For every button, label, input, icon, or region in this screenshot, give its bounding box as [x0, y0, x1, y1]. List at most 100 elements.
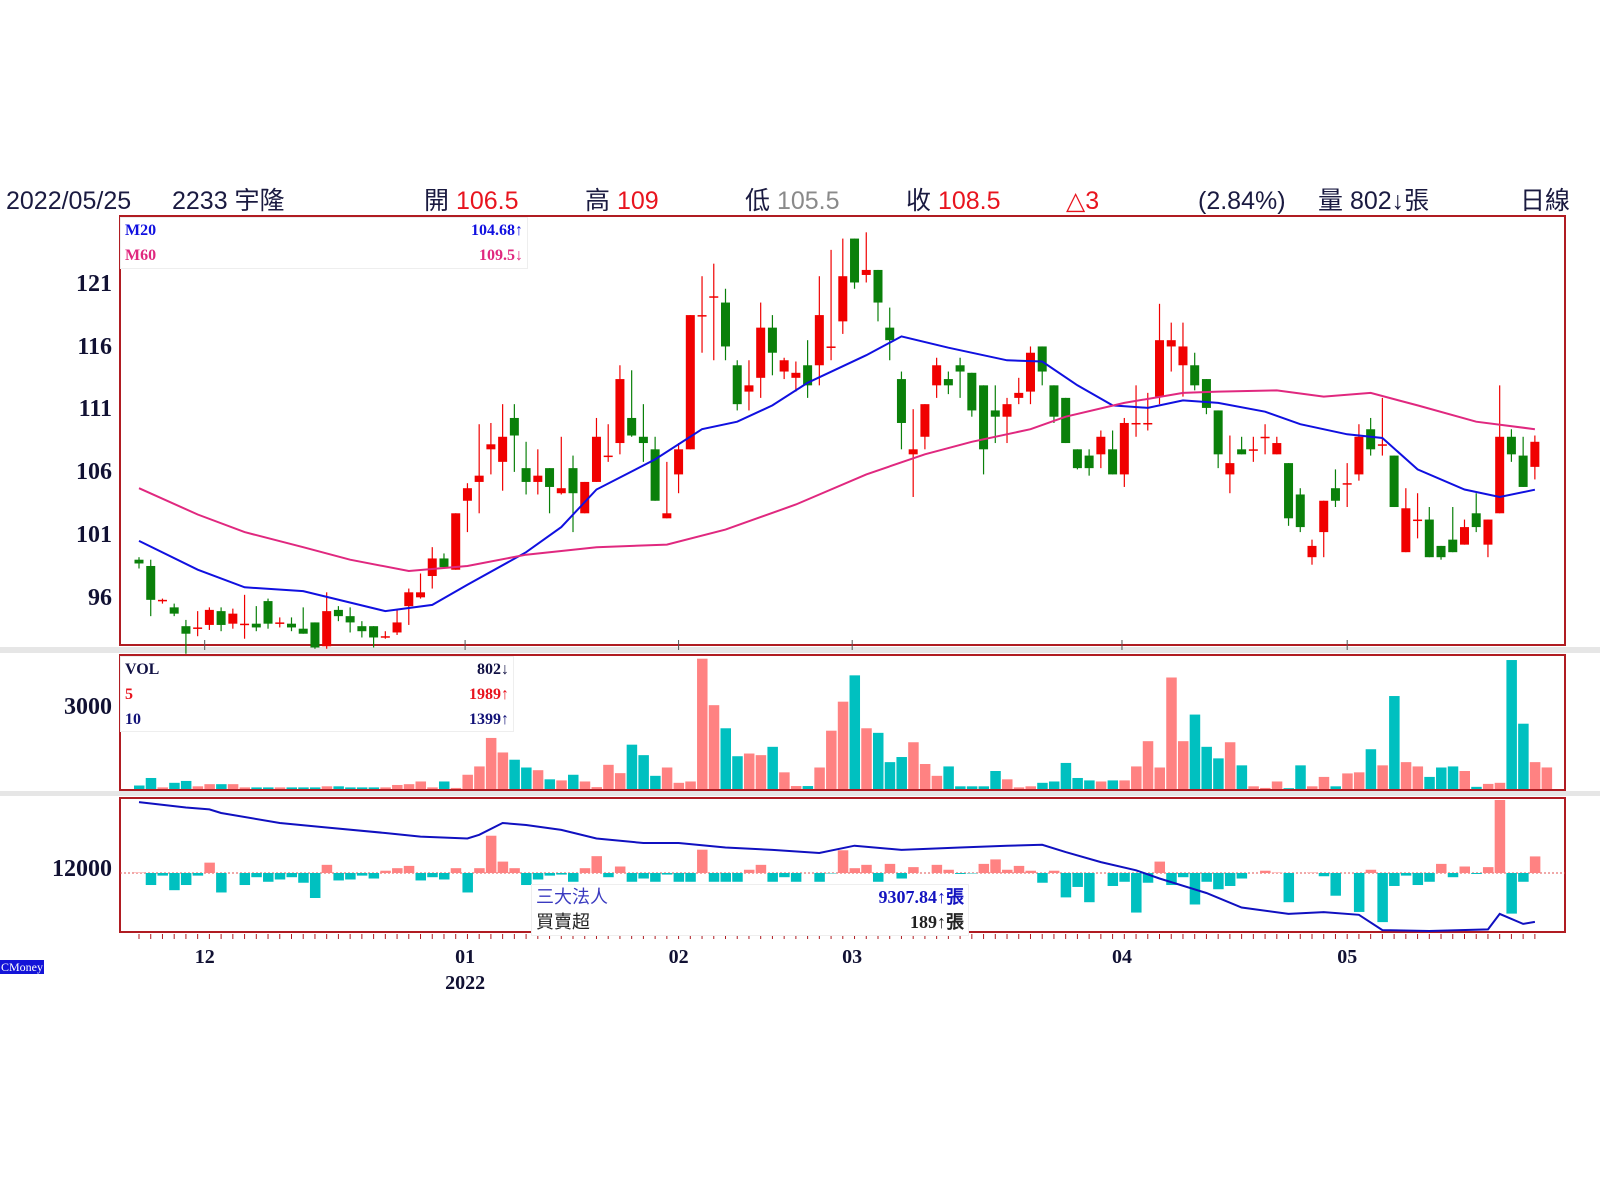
volume-bar: [192, 786, 204, 789]
net-buy-sell-bar: [403, 865, 415, 873]
volume-bar: [321, 786, 333, 789]
price-axis-label: 101: [76, 521, 112, 548]
candle-body: [779, 360, 789, 372]
candle-body: [451, 513, 461, 570]
volume-bar: [333, 786, 344, 789]
net-buy-sell-bar: [497, 861, 509, 873]
price-axis-label: 106: [76, 459, 112, 486]
candlestick: [850, 238, 860, 289]
volume-bar: [1283, 788, 1295, 789]
volume-bar: [556, 780, 567, 789]
volume-bar: [1048, 781, 1060, 789]
candle-body: [263, 601, 273, 624]
volume-bar: [626, 744, 638, 789]
net-buy-sell-bar: [438, 873, 450, 880]
ma60-line: [138, 389, 1536, 573]
candle-body: [721, 302, 730, 347]
candlestick: [803, 340, 813, 398]
candlestick: [967, 372, 977, 417]
volume-bar: [403, 784, 415, 789]
candle-body: [685, 315, 695, 450]
volume-bar: [1365, 749, 1377, 789]
candle-body: [1119, 422, 1129, 475]
candle-body: [967, 372, 977, 411]
net-buy-sell-bar: [732, 873, 743, 882]
candle-body: [744, 385, 754, 392]
volume-legend: VOL 802↓ 5 1989↑ 10 1399↑: [120, 656, 514, 732]
volume-bar: [1307, 786, 1318, 789]
month-label: 12: [194, 946, 215, 968]
candlestick: [1108, 430, 1118, 475]
volume-bar: [673, 782, 685, 789]
candle-body: [1190, 365, 1200, 386]
candle-body: [286, 623, 296, 628]
candle-body: [838, 276, 848, 322]
candle-body: [1307, 545, 1317, 558]
volume-bar: [650, 775, 661, 789]
volume-bar: [708, 705, 720, 789]
candlestick: [1014, 377, 1024, 405]
net-buy-sell-bar: [1389, 873, 1400, 886]
candlestick: [275, 617, 285, 628]
net-buy-sell-bar: [216, 873, 227, 893]
candle-body: [533, 475, 543, 482]
net-buy-sell-bar: [1224, 873, 1236, 886]
candle-body: [193, 627, 203, 629]
net-buy-sell-bar: [1482, 867, 1494, 873]
candle-body: [756, 327, 766, 378]
volume-bar: [896, 757, 907, 789]
volume-bar: [779, 772, 790, 789]
candlestick: [1424, 507, 1434, 558]
net-buy-sell-bar: [1471, 873, 1482, 874]
volume-bar: [1084, 780, 1095, 789]
volume-bar: [732, 756, 743, 789]
candlestick: [1061, 397, 1071, 444]
net-buy-sell-bar: [485, 835, 497, 873]
net-buy-sell-bar: [1283, 873, 1295, 903]
net-buy-sell-bar: [1177, 873, 1189, 878]
period-label[interactable]: 日線: [1520, 187, 1571, 215]
net-buy-sell-bar: [1424, 873, 1435, 882]
candlestick: [791, 361, 801, 392]
net-buy-sell-bar: [532, 873, 544, 880]
candle-body: [474, 475, 484, 482]
volume-bar: [1342, 773, 1353, 789]
candlestick: [885, 307, 895, 361]
candle-body: [814, 315, 824, 366]
candle-body: [826, 346, 836, 348]
net-buy-sell-bar: [1260, 870, 1271, 873]
candlestick: [1459, 519, 1469, 545]
net-buy-sell-bar: [204, 862, 215, 873]
volume-bar: [697, 658, 708, 789]
volume-bar: [790, 786, 802, 789]
net-buy-sell-bar: [274, 873, 286, 880]
candlestick: [392, 609, 402, 635]
volume-bar: [591, 787, 602, 789]
candle-body: [157, 599, 167, 602]
net-buy-sell-bar: [1330, 873, 1341, 896]
panel-separator: [0, 647, 1600, 653]
candle-body: [732, 365, 742, 405]
candlestick: [814, 276, 824, 386]
net-buy-sell-bar: [392, 868, 403, 873]
volume-bar: [1002, 779, 1013, 789]
candle-body: [251, 623, 261, 628]
month-label: 03: [842, 946, 863, 968]
candlestick: [732, 360, 742, 411]
volume-bar: [392, 784, 403, 789]
net-buy-sell-bar: [180, 873, 192, 886]
candlestick: [193, 611, 203, 637]
candle-body: [1342, 483, 1352, 485]
net-buy-sell-bar: [591, 856, 602, 873]
volume-bar: [1471, 786, 1482, 789]
candlestick: [955, 357, 965, 398]
candlestick: [838, 238, 848, 334]
net-buy-sell-bar: [1154, 861, 1166, 873]
candle-body: [1401, 508, 1411, 553]
low-label: 低: [745, 187, 771, 215]
net-buy-sell-bar: [157, 873, 168, 876]
candlestick: [580, 481, 590, 514]
volume-bar: [1318, 776, 1330, 789]
candlestick: [767, 315, 777, 376]
